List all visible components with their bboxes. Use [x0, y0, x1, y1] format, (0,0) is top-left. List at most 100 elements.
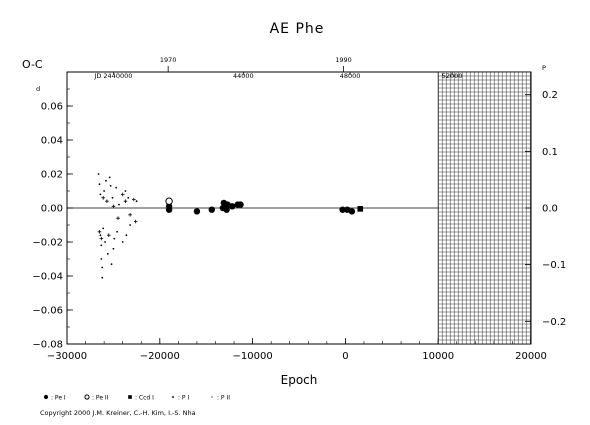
x-tick-label: −30000	[47, 351, 87, 362]
top-axis: 1970 1990 JD 2440000 44000 48000 52000	[93, 56, 462, 80]
legend-label: : Pe II	[92, 395, 109, 402]
y-tick-label: −0.04	[32, 272, 63, 283]
data-point-dot	[101, 266, 104, 269]
right-unit-superscript: P	[542, 64, 546, 72]
data-point-dot	[104, 241, 106, 243]
legend: : Pe I : Pe II : Ccd I : P I : P II	[43, 394, 230, 402]
data-point-dot	[108, 176, 111, 179]
legend-label: : P II	[217, 395, 230, 402]
x-tick-label: 0	[342, 351, 348, 362]
data-point-dot	[100, 258, 103, 260]
y-unit-superscript: d	[36, 85, 40, 93]
jd-label: 44000	[233, 72, 254, 80]
legend-marker-filled-circle	[43, 394, 49, 400]
data-point-plus	[101, 196, 105, 200]
data-point-filled-circle	[228, 203, 236, 210]
data-point-plus	[123, 199, 128, 203]
data-point-dot	[110, 263, 113, 265]
legend-marker-dot	[211, 396, 213, 398]
data-point-dot	[103, 190, 106, 192]
data-point-dot	[135, 200, 138, 203]
right-tick-label: 0.1	[542, 147, 558, 158]
right-tick-label: −0.1	[542, 260, 566, 271]
data-point-filled-square	[357, 206, 364, 212]
right-tick-label: 0.2	[542, 90, 558, 101]
jd-label: JD 2440000	[93, 72, 132, 80]
data-point-dot	[116, 230, 119, 233]
data-point-filled-circle	[237, 201, 244, 208]
data-point-dot	[98, 183, 101, 186]
copyright-text: Copyright 2000 J.M. Kreiner, C.-H. Kim, …	[40, 409, 196, 417]
jd-label: 52000	[442, 72, 463, 80]
hatched-region	[437, 71, 532, 345]
legend-label: : P I	[178, 395, 189, 402]
data-point-dot	[97, 173, 100, 175]
y-tick-label: −0.08	[32, 340, 63, 351]
data-point-dot	[106, 253, 109, 255]
data-point-filled-circle	[348, 208, 356, 215]
bottom-axis: −30000 −20000 −10000 0 10000 20000	[47, 338, 547, 362]
data-point-plus	[106, 233, 111, 237]
x-tick-label: −20000	[140, 351, 180, 362]
data-point-dot	[102, 227, 105, 230]
right-tick-label: −0.2	[542, 317, 566, 328]
data-point-open-circle	[165, 197, 173, 205]
data-point-filled-circle	[165, 206, 173, 213]
data-point-plus	[97, 230, 102, 234]
legend-marker-open-circle	[84, 394, 90, 400]
data-point-dot	[101, 276, 104, 279]
chart-title: AE Phe	[270, 21, 325, 37]
data-point-dot	[112, 247, 115, 250]
right-tick-label: 0.0	[542, 204, 558, 215]
data-point-dot	[99, 234, 102, 237]
data-point-dot	[113, 237, 116, 240]
right-axis: −0.2 −0.1 0.0 0.1 0.2	[525, 90, 566, 328]
data-point-plus	[128, 213, 132, 217]
legend-marker-filled-square	[128, 395, 132, 399]
data-point-dot	[105, 179, 107, 182]
y-axis-label: O-C	[22, 58, 43, 71]
y-tick-label: −0.06	[32, 306, 63, 317]
y-tick-label: 0.06	[41, 102, 63, 113]
data-point-plus	[120, 192, 125, 197]
data-point-dot	[115, 186, 118, 189]
jd-label: 48000	[340, 72, 361, 80]
data-point-filled-circle	[339, 206, 346, 213]
data-point-dot	[127, 196, 130, 199]
y-tick-label: −0.02	[32, 238, 63, 249]
data-point-plus	[133, 219, 138, 224]
legend-label: : Pe I	[51, 395, 66, 402]
x-tick-label: 10000	[422, 351, 454, 362]
data-point-plus	[105, 199, 109, 203]
data-point-plus	[111, 204, 116, 209]
data-point-dot	[125, 234, 128, 237]
year-tick-label: 1990	[335, 56, 352, 64]
y-tick-label: 0.00	[41, 204, 63, 215]
year-tick-label: 1970	[160, 56, 177, 64]
data-point-plus	[132, 197, 136, 202]
data-point-dot	[109, 185, 112, 187]
plot-area	[66, 71, 532, 345]
x-tick-label: −10000	[232, 351, 272, 362]
data-point-filled-circle	[193, 208, 201, 215]
data-point-dot	[121, 241, 124, 243]
x-tick-label: 20000	[515, 351, 547, 362]
y-tick-label: 0.04	[41, 136, 63, 147]
legend-marker-plus	[171, 395, 175, 399]
data-point-dot	[111, 196, 114, 199]
data-point-filled-circle	[208, 206, 215, 213]
left-axis: −0.08 −0.06 −0.04 −0.02 0.00 0.02 0.04 0.06	[32, 71, 73, 351]
data-points	[97, 173, 364, 279]
legend-label: : Ccd I	[135, 395, 154, 402]
data-point-dot	[100, 244, 103, 247]
data-point-filled-circle	[223, 206, 230, 213]
data-point-dot	[118, 203, 120, 206]
x-axis-label: Epoch	[281, 373, 318, 387]
data-point-plus	[116, 216, 120, 220]
data-point-plus	[99, 236, 104, 241]
data-point-dot	[124, 190, 127, 192]
data-point-dot	[129, 224, 132, 226]
y-tick-label: 0.02	[41, 170, 63, 181]
data-point-dot	[99, 193, 102, 196]
